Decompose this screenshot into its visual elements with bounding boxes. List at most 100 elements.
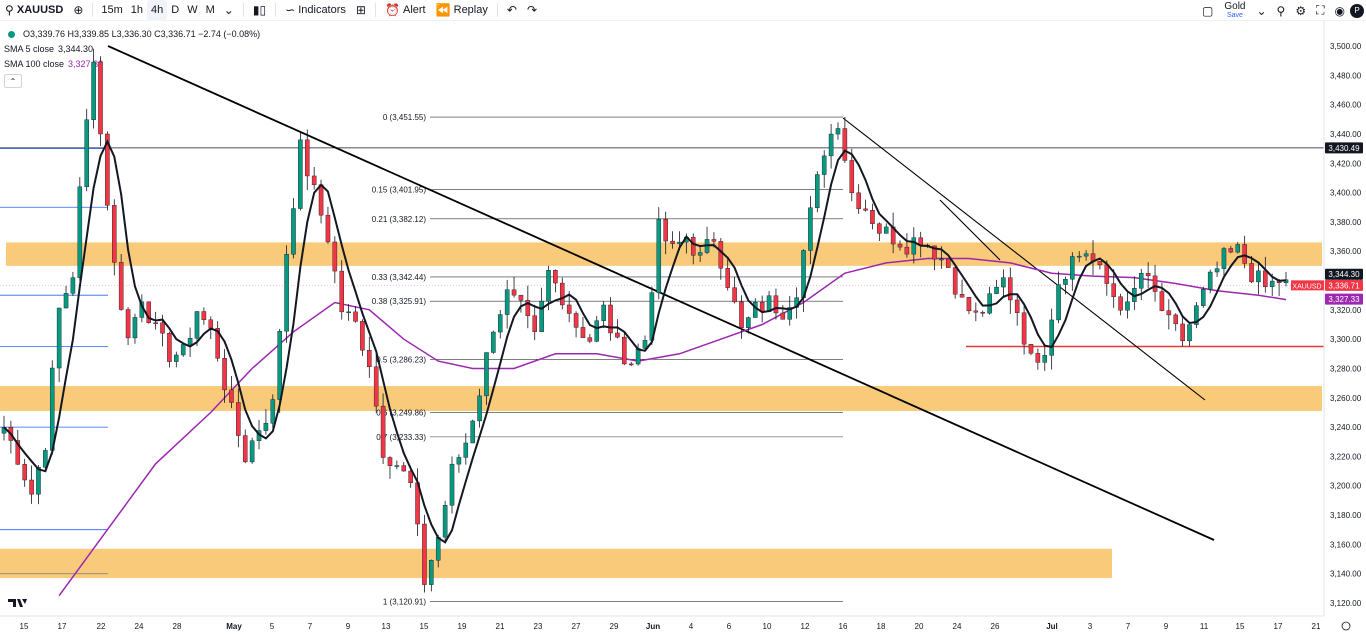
replay-button[interactable]: ⏪ Replay — [431, 0, 493, 21]
candle-body — [532, 315, 537, 332]
legend-collapse-button[interactable]: ⌃ — [4, 74, 22, 88]
price-label-text: 3,336.71 — [1328, 281, 1360, 290]
time-tick-label: 19 — [458, 622, 467, 631]
candle-body — [952, 267, 958, 295]
candle-body — [939, 258, 944, 261]
time-tick-label: 16 — [839, 622, 848, 631]
candle-body — [291, 208, 296, 255]
candle-body — [422, 523, 427, 585]
candle-body — [112, 205, 117, 263]
candle-body — [904, 246, 910, 255]
layout-dropdown[interactable]: ⌄ — [1251, 0, 1271, 21]
candle-body — [870, 209, 875, 224]
candle-body — [36, 467, 41, 495]
candle-body — [305, 139, 310, 177]
undo-button[interactable]: ↶ — [502, 0, 522, 21]
alarm-clock-icon: ⏰ — [384, 3, 400, 17]
support-resistance-zone — [0, 386, 1322, 411]
candle-body — [546, 270, 551, 302]
candle-body — [628, 363, 634, 366]
candle-body — [1269, 280, 1275, 287]
chart-type-button[interactable]: ▮▯ — [248, 0, 271, 21]
sma5-row[interactable]: SMA 5 close 3,344.30 — [4, 42, 260, 57]
time-tick-label: 23 — [534, 622, 543, 631]
divider — [496, 3, 498, 17]
alert-button[interactable]: ⏰ Alert — [380, 0, 431, 21]
price-tick-label: 3,400.00 — [1330, 189, 1362, 198]
camera-icon: ◉ — [1334, 3, 1345, 18]
indicators-button[interactable]: ∽ Indicators — [280, 0, 351, 21]
time-tick-label: 12 — [801, 622, 810, 631]
candle-body — [125, 309, 131, 339]
support-resistance-zone — [0, 548, 1112, 579]
chevron-up-icon: ⌃ — [9, 76, 17, 86]
currency-label[interactable]: USD — [1330, 30, 1347, 39]
time-tick-label: 29 — [610, 622, 619, 631]
price-tick-label: 3,260.00 — [1330, 394, 1362, 403]
timeframe-w[interactable]: W — [187, 4, 198, 16]
layout-toggle-button[interactable]: ▢ — [1197, 0, 1218, 21]
price-axis-background — [1324, 21, 1366, 616]
price-tick-label: 3,360.00 — [1330, 247, 1362, 256]
price-label-box — [1325, 279, 1363, 291]
candle-body — [663, 218, 668, 242]
candle-body — [263, 423, 269, 431]
gear-icon: ⚙ — [1295, 3, 1307, 18]
candle-body — [29, 479, 34, 495]
fib-level-label: 0.15 (3,401.95) — [372, 186, 427, 195]
candle-body — [828, 133, 834, 157]
candle-body — [387, 457, 393, 466]
snapshot-button[interactable]: ◉ — [1330, 0, 1350, 21]
quick-search-button[interactable]: ⚲ — [1272, 0, 1291, 21]
candle-body — [766, 295, 772, 312]
candle-body — [15, 440, 21, 465]
time-tick-label: 5 — [270, 622, 275, 631]
compare-symbol-button[interactable]: ⊕ — [68, 0, 88, 21]
timeframe-4h[interactable]: 4h — [147, 0, 168, 21]
candle-body — [408, 470, 413, 483]
sma5-value: 3,344.30 — [58, 44, 94, 54]
timeframe-m[interactable]: M — [205, 4, 215, 16]
price-tick-label: 3,380.00 — [1330, 218, 1362, 227]
candle-body — [821, 155, 827, 175]
fullscreen-button[interactable]: ⛶ — [1311, 0, 1329, 21]
candle-body — [491, 331, 496, 353]
price-label-text: 3,430.49 — [1328, 144, 1360, 153]
sma100-row[interactable]: SMA 100 close 3,327.33 — [4, 57, 260, 72]
fib-level-label: 0 (3,451.55) — [383, 113, 426, 122]
candle-body — [1070, 256, 1075, 280]
candle-body — [925, 244, 930, 247]
candle-body — [946, 258, 951, 268]
templates-button[interactable]: ⊞ — [351, 0, 371, 21]
candles-icon: ▮▯ — [252, 3, 267, 17]
candle-body — [311, 175, 317, 185]
fib-level-label: 1 (3,120.91) — [383, 598, 426, 607]
timeframe-d[interactable]: D — [171, 4, 180, 16]
avatar[interactable]: P — [1350, 3, 1364, 18]
candle-body — [318, 184, 324, 216]
settings-button[interactable]: ⚙ — [1290, 0, 1311, 21]
layout-save-button[interactable]: Gold Save — [1218, 1, 1251, 20]
fib-level-label: 0.7 (3,233.33) — [376, 433, 426, 442]
candle-body — [980, 312, 985, 314]
candle-body — [146, 301, 152, 323]
price-label-layer: 3,430.49 3,344.30 3,336.71 3,327.33 XAUUSD — [0, 142, 1363, 305]
timeframe-dropdown[interactable]: ⌄ — [219, 0, 239, 21]
symbol-tag-text: XAUUSD — [1292, 283, 1321, 290]
timeframe-15m[interactable]: 15m — [101, 4, 123, 16]
undo-icon: ↶ — [506, 3, 517, 17]
ohlc-values: O3,339.76 H3,339.85 L3,336.30 C3,336.71 … — [23, 29, 261, 39]
time-tick-label: 11 — [1200, 622, 1209, 631]
divider — [92, 3, 94, 17]
candle-body — [1145, 273, 1151, 277]
timeframe-1h[interactable]: 1h — [130, 4, 144, 16]
symbol-search-button[interactable]: ⚲ XAUUSD — [0, 0, 68, 21]
tradingview-logo — [8, 599, 27, 607]
time-tick-label: Jun — [646, 622, 660, 631]
redo-button[interactable]: ↷ — [522, 0, 542, 21]
sma5-layer — [3, 139, 1287, 544]
candle-body — [525, 300, 531, 316]
fib-level-label: 0.6 (3,249.86) — [376, 409, 426, 418]
zone-layer — [0, 242, 1322, 579]
